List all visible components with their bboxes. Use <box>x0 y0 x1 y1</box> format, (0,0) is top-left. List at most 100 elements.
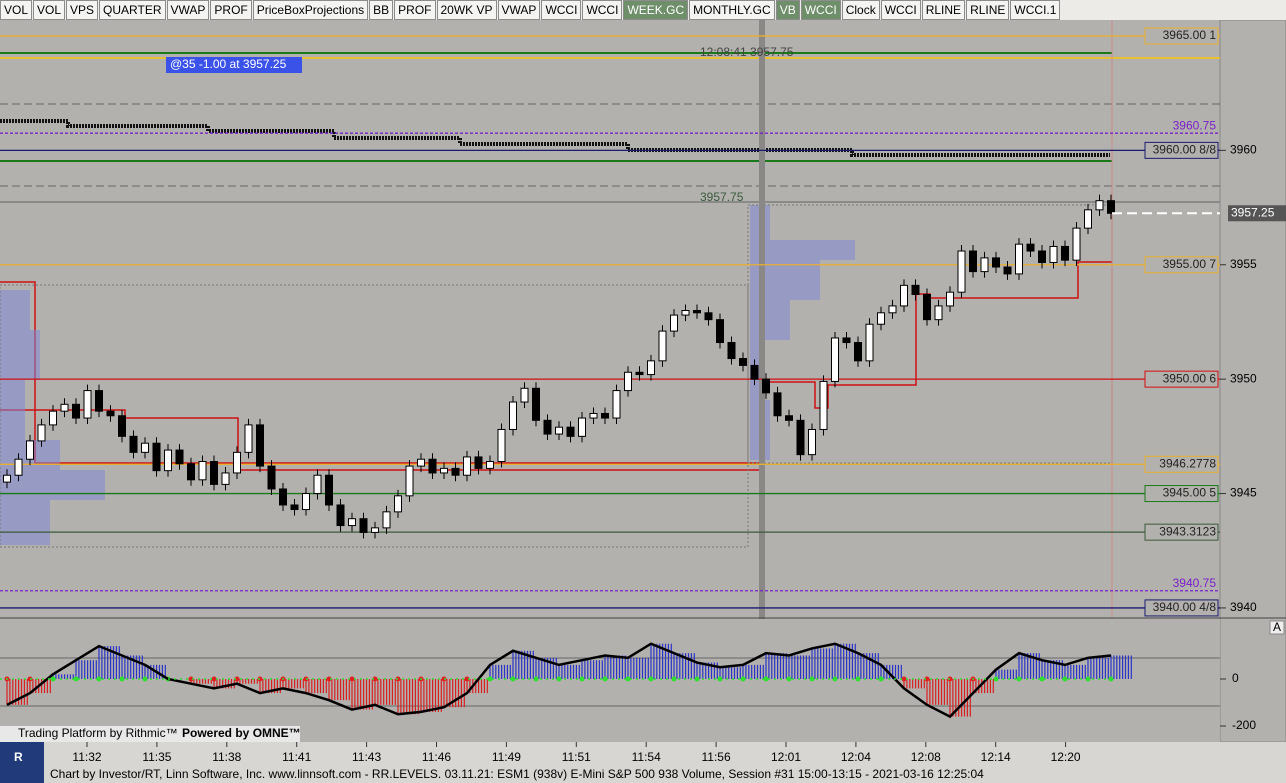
time-label: 12:04 <box>841 750 871 764</box>
toolbar-button[interactable]: RLINE <box>921 0 966 20</box>
toolbar-button[interactable]: PROF <box>394 0 436 20</box>
level-label: 3940.75 <box>1173 576 1217 590</box>
cci-dot <box>878 676 884 682</box>
toolbar-button[interactable]: VOL <box>33 0 66 20</box>
cci-dot <box>464 676 470 682</box>
toolbar-button[interactable]: VOL <box>0 0 33 20</box>
cci-dot <box>901 676 907 682</box>
candle <box>635 371 644 376</box>
candle <box>900 284 908 307</box>
time-label: 11:43 <box>352 750 381 764</box>
volume-profile <box>750 205 855 460</box>
time-label: 11:32 <box>72 750 101 764</box>
candle <box>417 458 425 467</box>
candle <box>371 527 379 533</box>
time-label: 12:08 <box>911 750 941 764</box>
candle <box>865 323 874 362</box>
toolbar-button[interactable]: VWAP <box>166 0 210 20</box>
candle <box>670 314 678 332</box>
cci-dot <box>372 676 378 682</box>
price-tick-label: 3960 <box>1230 143 1257 157</box>
candle <box>555 426 563 435</box>
price-tick-label: 3940 <box>1230 600 1257 614</box>
time-label: 12:01 <box>771 750 801 764</box>
candle <box>716 319 724 344</box>
toolbar-button[interactable]: PROF <box>210 0 252 20</box>
toolbar-button[interactable]: QUARTER <box>99 0 166 20</box>
toolbar-button[interactable]: Clock <box>841 0 880 20</box>
candle <box>175 449 184 465</box>
candle <box>394 495 402 513</box>
logo-mark: R <box>14 750 23 764</box>
toolbar-button[interactable]: MONTHLY.GC <box>689 0 775 20</box>
time-label: 12:14 <box>981 750 1011 764</box>
level-label: 3960.75 <box>1173 118 1217 132</box>
toolbar-button[interactable]: BB <box>369 0 394 20</box>
candle <box>808 428 816 456</box>
candle <box>888 305 897 314</box>
cci-tick-label: 0 <box>1232 671 1239 685</box>
candle <box>796 419 805 456</box>
candle <box>440 467 448 474</box>
time-note: 12:08:41 3957.75 <box>700 45 794 59</box>
candle <box>923 293 931 321</box>
logo <box>0 742 44 783</box>
toolbar-button[interactable]: RLINE <box>966 0 1010 20</box>
axis-button[interactable] <box>1269 620 1285 635</box>
cci-dot <box>786 676 792 682</box>
candle <box>589 412 598 419</box>
toolbar-button[interactable]: VPS <box>66 0 99 20</box>
candle <box>72 403 80 419</box>
profile-box <box>0 284 749 548</box>
candle <box>37 424 46 442</box>
toolbar-button[interactable]: WCCI <box>582 0 623 20</box>
candle <box>934 305 943 321</box>
candle <box>647 360 655 376</box>
toolbar-button[interactable]: PriceBoxProjections <box>252 0 369 20</box>
candle <box>992 257 1000 268</box>
candle <box>348 518 356 527</box>
candle <box>911 284 920 295</box>
candle <box>969 250 977 273</box>
candle <box>785 415 793 421</box>
price-tick-label: 3945 <box>1230 486 1257 500</box>
candle <box>980 257 989 273</box>
level-label-box <box>1144 485 1219 503</box>
toolbar-button[interactable]: 20WK VP <box>436 0 497 20</box>
toolbar-button[interactable]: WCCI <box>800 0 841 20</box>
toolbar-button[interactable]: VB <box>775 0 800 20</box>
candle <box>233 451 241 474</box>
candle <box>244 424 253 453</box>
cci-dot <box>1039 676 1045 682</box>
toolbar-button[interactable]: WCCI <box>541 0 582 20</box>
level-label-box <box>1144 256 1219 274</box>
current-price-label: 3957.25 <box>1231 205 1275 219</box>
toolbar-button[interactable]: WCCI.1 <box>1010 0 1061 20</box>
level-label-box <box>1144 523 1219 541</box>
footer: Chart by Investor/RT, Linn Software, Inc… <box>50 767 984 781</box>
time-label: 11:56 <box>702 750 731 764</box>
cci-dot <box>326 676 332 682</box>
toolbar-button[interactable]: WEEK.GC <box>623 0 689 20</box>
order-box <box>166 57 302 73</box>
candle <box>750 364 759 380</box>
cci-dot <box>625 676 631 682</box>
time-label: 11:54 <box>632 750 661 764</box>
cci-dot <box>740 676 746 682</box>
candle <box>49 410 57 426</box>
candle <box>164 449 172 472</box>
candle <box>842 337 851 344</box>
toolbar-button[interactable]: WCCI <box>880 0 921 20</box>
candle <box>773 392 782 417</box>
candle <box>1026 243 1035 252</box>
candle <box>187 463 195 481</box>
candle <box>566 426 575 437</box>
candle <box>474 456 483 469</box>
candle <box>1095 200 1104 211</box>
cci-dot <box>73 676 79 682</box>
candle <box>279 488 287 506</box>
candle <box>1072 227 1081 261</box>
toolbar-button[interactable]: VWAP <box>497 0 541 20</box>
brand-box <box>0 726 300 742</box>
level-label: 3955.00 7 <box>1163 257 1217 271</box>
